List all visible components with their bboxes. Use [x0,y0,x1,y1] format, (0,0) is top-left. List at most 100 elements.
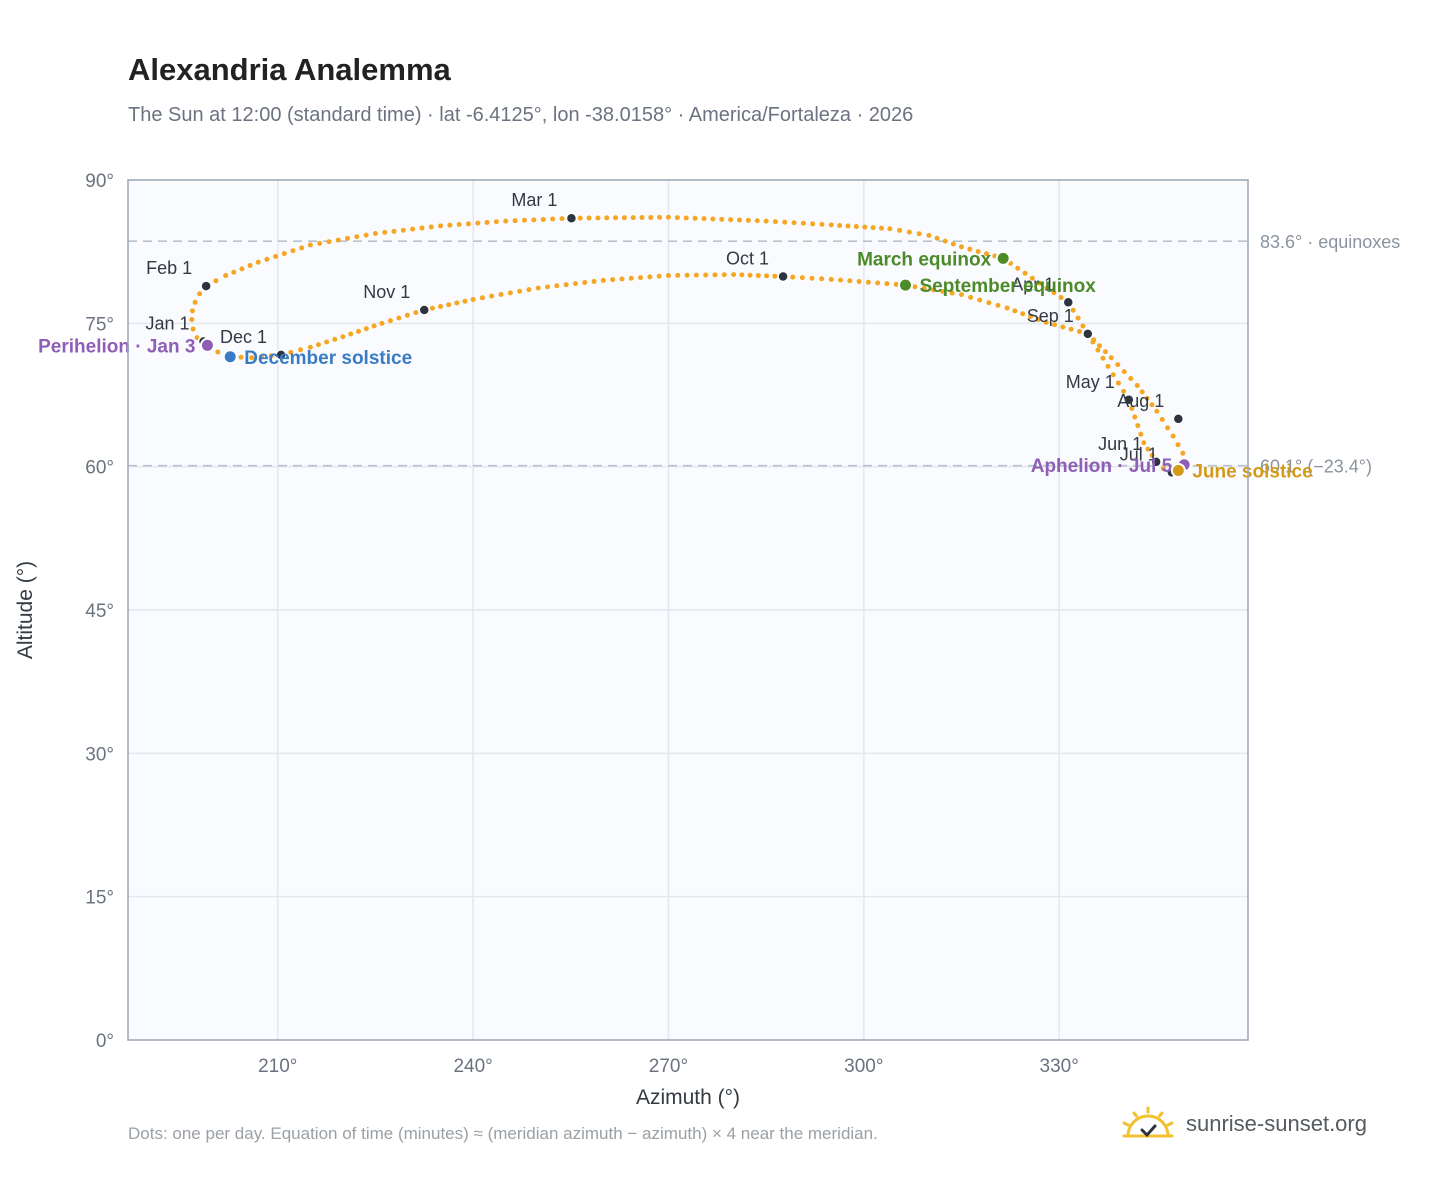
x-tick-label: 210° [258,1056,297,1077]
daily-sun-position [345,235,351,241]
event-label: September equinox [919,276,1096,297]
daily-sun-position [912,284,918,290]
chart-title: Alexandria Analemma [128,52,451,87]
month-marker [418,304,431,316]
daily-sun-position [1037,280,1043,286]
daily-sun-position [657,214,663,220]
daily-sun-position [438,223,444,229]
daily-sun-position [887,226,893,232]
daily-sun-position [479,295,485,301]
month-marker [275,349,287,361]
daily-sun-position [703,272,709,278]
daily-sun-position [600,277,606,283]
daily-sun-position [712,272,718,278]
daily-sun-position [1035,317,1041,323]
daily-sun-position [604,215,610,221]
daily-sun-position [967,246,973,252]
daily-sun-position [870,225,876,231]
daily-sun-position [1012,308,1018,314]
grid-lines [128,180,1248,1040]
daily-sun-position [847,278,853,284]
month-label: Apr 1 [1011,274,1054,294]
daily-sun-position [1149,402,1155,408]
daily-sun-position [893,281,899,287]
daily-sun-position [545,284,551,290]
daily-sun-position [1121,369,1127,375]
event-label: Perihelion · Jan 3 [38,336,195,357]
daily-sun-position [438,303,444,309]
daily-sun-position [1058,295,1064,301]
daily-sun-position [363,326,369,332]
daily-sun-position [1138,431,1144,437]
daily-sun-position [192,299,198,305]
reference-line-label: 60.1° (−23.4°) [1260,457,1372,477]
month-label: Jun 1 [1098,434,1142,454]
daily-sun-position [213,278,219,284]
daily-sun-position [493,219,499,225]
y-tick-label: 0° [96,1031,114,1052]
daily-sun-position [968,294,974,300]
daily-sun-position [419,225,425,231]
daily-sun-position [348,331,354,337]
month-marker [777,270,789,283]
daily-sun-position [619,276,625,282]
daily-sun-position [819,221,825,227]
daily-sun-position [249,355,255,361]
daily-sun-position [340,334,346,340]
daily-sun-position [498,292,504,298]
daily-sun-position [382,229,388,235]
daily-sun-position [554,283,560,289]
daily-sun-position [1115,362,1121,368]
daily-sun-position [324,339,330,345]
daily-sun-position [856,279,862,285]
daily-sun-position [1028,314,1034,320]
daily-sun-position [454,300,460,306]
month-marker [1082,328,1094,340]
daily-sun-position [983,251,989,257]
daily-sun-position [675,272,681,278]
daily-sun-position [638,275,644,281]
daily-sun-position [1144,395,1150,401]
daily-sun-position [517,288,523,294]
daily-sun-position [853,224,859,230]
daily-sun-position [189,317,195,323]
daily-sun-position [404,312,410,318]
plot-frame [127,179,1249,1041]
daily-sun-position [865,279,871,285]
daily-sun-position [1132,414,1138,420]
daily-sun-position [1090,339,1096,345]
daily-sun-position [921,285,927,291]
daily-sun-position [906,229,912,235]
daily-sun-position [354,234,360,240]
daily-sun-position [223,273,229,279]
daily-sun-position [1097,343,1103,349]
daily-sun-position [1060,324,1066,330]
daily-sun-position [239,266,245,272]
daily-sun-position [462,298,468,304]
daily-sun-position [572,281,578,287]
daily-sun-position [975,248,981,254]
daily-sun-position [281,251,287,257]
event-marker [222,349,238,365]
daily-sun-position [916,231,922,237]
month-label: May 1 [1066,372,1115,392]
daily-sun-position [582,280,588,286]
daily-sun-position [701,216,707,222]
daily-sun-position [1139,389,1145,395]
daily-sun-position [396,315,402,321]
daily-sun-position [693,272,699,278]
brand[interactable]: sunrise-sunset.org [1120,1104,1367,1144]
y-tick-label: 15° [85,888,114,909]
daily-sun-position [1044,285,1050,291]
daily-sun-position [1134,382,1140,388]
daily-sun-position [238,354,244,360]
month-label: Sep 1 [1027,306,1074,326]
daily-sun-position [838,277,844,283]
daily-sun-position [268,353,274,359]
daily-sun-position [1070,307,1076,313]
daily-sun-position [1100,355,1106,361]
daily-sun-position [255,259,261,265]
daily-sun-position [1159,417,1165,423]
event-label: June solstice [1192,461,1312,482]
